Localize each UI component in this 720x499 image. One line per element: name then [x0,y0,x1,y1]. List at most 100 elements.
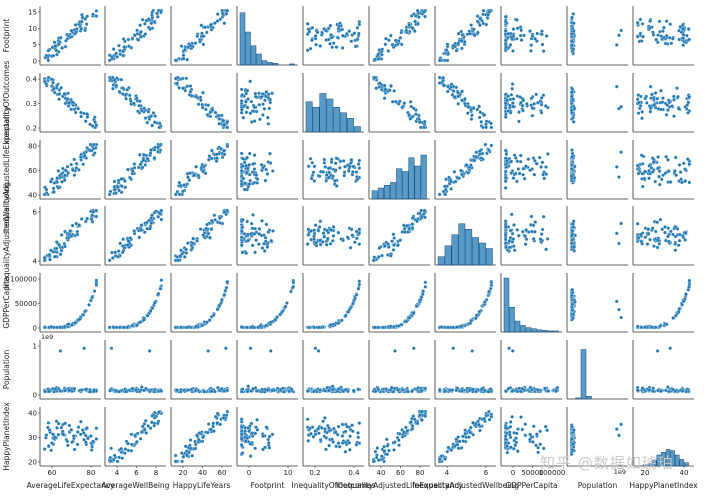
scatter-point [152,147,157,152]
scatter-point [94,9,99,13]
y-tick-label: 40 [28,410,37,418]
scatter-point [114,83,119,88]
scatter-point [239,243,244,248]
scatter-point [69,28,74,33]
scatter-point [507,346,511,351]
scatter-point [512,248,517,253]
scatter-point [373,57,378,62]
scatter-point [642,169,647,174]
scatter-point [187,450,191,455]
y-offset-text: 1e9 [41,333,53,341]
scatter-point [474,150,479,155]
scatter-point [143,32,148,36]
scatter-point [71,434,76,438]
scatter-point [239,235,244,240]
scatter-point [449,82,454,87]
scatter-point [320,31,325,36]
scatter-point [56,42,61,47]
scatter-point [569,437,574,441]
scatter-point [329,157,334,162]
scatter-point [569,32,574,36]
scatter-point [82,154,87,158]
scatter-point [637,100,641,105]
scatter-point [186,175,190,180]
x-axis-label: InequalityAdjustedLifeExpectancy [336,481,464,490]
scatter-point [422,125,426,130]
scatter-point [113,250,118,255]
scatter-point [311,434,316,439]
scatter-point [252,167,257,171]
scatter-point [654,37,658,42]
scatter-point [200,31,204,36]
scatter-point [354,442,359,447]
scatter-point [142,152,146,157]
scatter-point [383,42,388,47]
histogram-bar [647,463,652,467]
scatter-point [312,228,317,233]
scatter-point [209,389,214,393]
y-tick-label: 30 [28,434,37,442]
scatter-point [536,388,540,392]
scatter-point [659,88,663,93]
scatter-point [201,34,206,39]
scatter-point [156,149,160,154]
scatter-point [148,151,153,155]
scatter-point [673,389,678,394]
scatter-point [118,48,122,53]
scatter-point [204,226,209,231]
scatter-point [511,27,516,31]
histogram-bar [402,171,409,200]
scatter-point [570,154,574,159]
scatter-point [81,111,86,116]
scatter-point [535,31,540,36]
scatter-point [66,443,70,448]
scatter-point [206,422,211,426]
scatter-point [49,248,53,253]
scatter-point [70,100,75,105]
scatter-point [55,426,59,430]
scatter-point [384,36,388,41]
scatter-point [410,389,414,394]
histogram-bar [333,107,341,133]
scatter-point [210,148,214,153]
scatter-point [388,324,393,329]
scatter-point [511,49,515,53]
scatter-point [185,84,190,89]
scatter-point [330,238,335,243]
scatter-point [328,41,332,46]
scatter-point [215,19,220,23]
scatter-point [139,35,143,39]
scatter-point [515,228,520,232]
scatter-point [129,448,134,453]
scatter-point [149,21,154,26]
scatter-point [456,41,461,46]
scatter-point [315,30,320,35]
scatter-point [522,388,527,393]
scatter-point [522,176,527,181]
scatter-point [79,388,84,392]
scatter-point [58,173,62,178]
scatter-point [46,48,51,53]
scatter-point [190,453,195,458]
scatter-point [116,249,121,253]
scatter-point [114,51,119,56]
scatter-point [507,245,512,250]
scatter-point [639,153,644,158]
scatter-point [476,30,480,35]
scatter-point [93,120,97,124]
scatter-point [681,43,686,47]
scatter-point [503,232,508,237]
scatter-point [503,175,508,180]
scatter-point [323,165,328,169]
histogram-bar [408,157,415,200]
scatter-point [423,14,427,19]
scatter-point [507,239,512,243]
scatter-point [148,426,153,431]
scatter-point [253,446,257,451]
scatter-point [686,111,690,115]
scatter-point [504,165,509,169]
scatter-point [110,75,115,80]
scatter-point [139,223,144,227]
scatter-point [404,319,409,324]
scatter-point [437,457,442,462]
